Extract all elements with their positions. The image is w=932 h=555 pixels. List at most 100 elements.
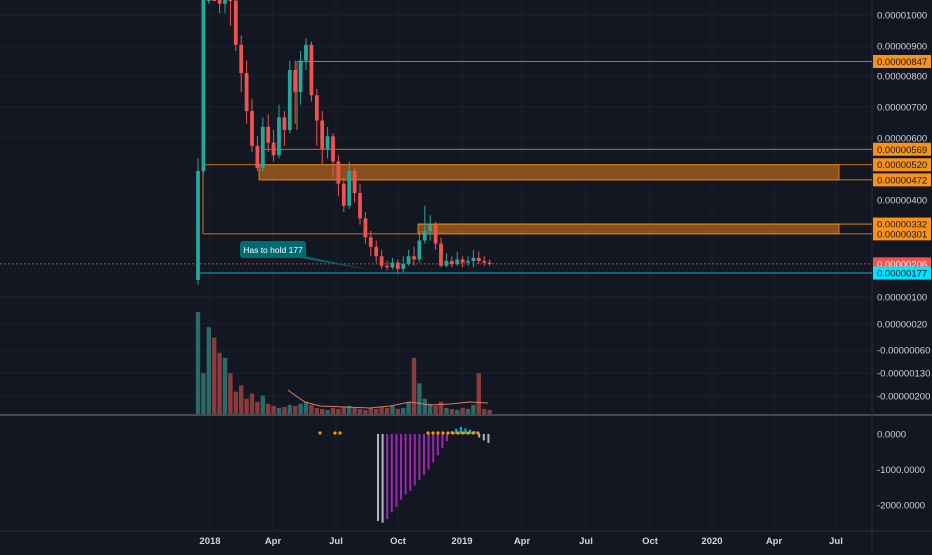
oscillator-bar [441,434,444,449]
candle-body [282,117,287,131]
candle-body [379,256,384,266]
candle-body [439,243,443,266]
oscillator-bar [423,434,425,475]
time-axis[interactable]: 2018 Apr Jul Oct 2019 Apr Jul Oct 2020 Apr Jul [199,536,842,547]
candle-body [487,262,492,264]
price-tag [873,173,931,187]
volume-bar [368,407,373,414]
candle-body [320,120,325,149]
candle-body [471,257,476,262]
volume-bar [309,404,314,414]
price-tick-label: 0.00000020 [877,320,927,331]
candle-body [428,224,433,232]
candle-body [325,136,330,149]
oscillator-bar [390,434,393,513]
resistance-zone [417,223,840,235]
price-tick-label: -0.00000130 [877,369,930,380]
candle-body [482,261,487,263]
candle-body [466,261,470,263]
volume-bar [217,352,222,414]
price-tag [873,142,931,156]
price-tag-label: 0.00000332 [877,220,927,231]
oscillator-bar [482,434,485,441]
oscillator-dot [471,431,475,435]
volume-bar [201,373,206,414]
candle-body [358,193,362,219]
time-tick-label: Oct [642,536,659,547]
volume-bar [336,408,341,414]
candle-body [433,224,438,244]
volume-bar [314,407,319,414]
price-tick-label: 0.00000100 [877,293,927,304]
oscillator-bar [436,434,439,456]
volume-bar [422,398,427,414]
time-tick-label: 2018 [199,536,220,547]
oscillator-bar [478,434,481,438]
volume-bar [233,391,238,414]
oscillator-axis[interactable]: 0.0000 -1000.0000 -2000.0000 [877,430,925,512]
price-tag-label: 0.00000301 [877,229,927,240]
price-tag [873,158,931,172]
oscillator-dot [318,431,322,435]
price-tick-label: -0.00000060 [877,346,930,357]
volume-bar [266,403,271,414]
price-tag-label: 0.00000520 [877,160,927,171]
price-tag-label: 0.00000569 [877,145,927,156]
time-tick-label: 2019 [451,536,472,547]
volume-bar [298,403,303,414]
annotation-callout[interactable] [240,241,306,258]
annotation-layer[interactable]: Has to hold 177 [240,241,370,270]
price-tag [873,266,931,280]
price-tag-label: 0.00000472 [877,175,927,186]
oscillator-bar [404,434,407,495]
volume-bar [195,312,201,414]
price-tags: 0.00000847 0.00000569 0.00000520 0.00000472… [873,55,931,280]
time-tick-label: Jul [829,536,843,547]
volume-bar [411,357,417,414]
volume-bar [330,407,336,414]
oscillator-bar [381,434,384,523]
volume-bar [471,404,476,414]
candle-body [233,0,238,45]
price-axis[interactable]: 0.00001000 0.00000900 0.00000800 0.00000700… [877,11,930,403]
time-tick-label: Jul [329,536,343,547]
volume-bar [465,408,471,414]
price-tick-label: 0.00001000 [877,11,927,22]
oscillator-bar [427,434,430,470]
oscillator-dot [466,431,470,435]
oscillator-bar [487,434,490,443]
oscillator-dot [338,431,342,435]
price-tag [873,55,931,68]
oscillator-dot [446,431,450,435]
price-tag [873,227,931,241]
candle-body [460,259,465,263]
time-tick-label: Apr [766,536,783,547]
candle-body [412,256,416,260]
candle-body [277,117,281,156]
candle-body [206,0,211,1]
time-tick-label: Apr [265,536,282,547]
candle-body [422,231,427,241]
volume-bar [390,405,395,414]
candle-body [390,262,395,268]
oscillator-bar [400,434,402,500]
oscillator-layer [318,426,490,523]
candle-body [309,44,314,96]
volume-bar [374,408,379,414]
oscillator-dot [451,431,455,435]
volume-bar [428,403,433,414]
oscillator-bar [413,434,416,486]
candle-body [293,70,298,93]
candle-body [444,261,449,266]
oscillator-dot [431,431,435,435]
oscillator-bar [464,428,467,434]
oscillator-bar [446,434,448,442]
oscillator-bar [386,434,389,520]
candle-layer [196,0,492,285]
candle-body [401,264,406,269]
candle-body [287,70,292,131]
oscillator-dot [456,431,460,435]
